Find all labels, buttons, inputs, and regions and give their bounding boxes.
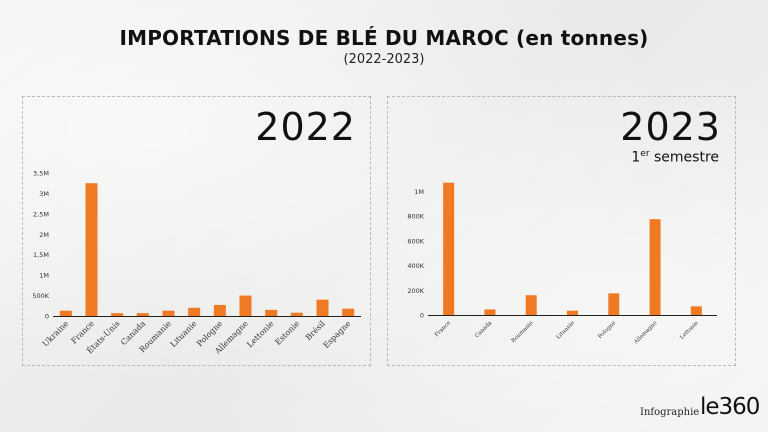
bar-canada <box>136 313 149 316</box>
x-tick-label: Estonie <box>273 319 301 347</box>
y-tick-label: 2,5M <box>33 210 49 218</box>
semester-number: 1 <box>631 149 641 166</box>
x-tick-label: Espagne <box>322 319 353 350</box>
semester-word: semestre <box>649 149 719 166</box>
x-tick-label: Lituanie <box>555 320 576 341</box>
bar-pologne <box>213 304 226 316</box>
bar-estonie <box>290 312 303 316</box>
panel-2023: 2023 1er semestre 0 200K 400K 600K 800K 1M Fra… <box>387 96 736 366</box>
bar-france <box>85 183 98 316</box>
y-tick-label: 2M <box>39 231 49 239</box>
y-tick-label: 1M <box>414 188 424 196</box>
y-tick-label: 600K <box>407 237 424 245</box>
x-tick-label: Allemagne <box>633 320 659 346</box>
bar-lituanie <box>188 307 201 316</box>
x-tick-label: Lituanie <box>169 319 199 349</box>
bar-ukraine <box>59 310 72 316</box>
bar-pologne <box>608 293 620 315</box>
y-tick-label: 1,5M <box>33 251 49 259</box>
bar-allemagne <box>649 219 661 315</box>
y-tick-label: 800K <box>407 213 424 221</box>
panel-year-2022: 2022 <box>255 105 356 149</box>
x-tick-label: France <box>434 320 452 338</box>
x-tick-label: Lettonie <box>245 319 275 349</box>
semester-suffix: er <box>640 149 650 159</box>
y-tick-label: 0 <box>420 312 424 320</box>
x-tick-label: Ukraine <box>41 319 71 349</box>
panel-2022: 2022 0 500K 1M 1,5M 2M 2,5M 3M 3,5M Ukraine Franc… <box>22 96 371 366</box>
bar-bresil <box>316 299 329 316</box>
chart-subtitle: (2022-2023) <box>343 52 425 67</box>
x-tick-label: Canada <box>474 320 494 340</box>
footer-label: Infographie <box>640 407 700 418</box>
y-tick-label: 3,5M <box>33 170 49 178</box>
bar-chart-2023: 0 200K 400K 600K 800K 1M France Canada Roumanie L… <box>407 182 717 346</box>
bar-lettonie <box>265 309 278 316</box>
bar-roumanie <box>162 310 175 316</box>
brand-logo: le360 <box>700 394 760 420</box>
y-tick-label: 0 <box>45 313 49 321</box>
bar-france <box>443 182 455 315</box>
panel-year-2023: 2023 <box>620 105 721 149</box>
panel-period-2023: 1er semestre <box>631 149 719 166</box>
y-tick-label: 3M <box>39 190 49 198</box>
bar-allemagne <box>239 295 252 316</box>
bar-canada <box>484 309 496 315</box>
x-tick-label: Lettonie <box>679 320 700 341</box>
y-tick-label: 400K <box>407 262 424 270</box>
y-tick-label: 200K <box>407 287 424 295</box>
bar-roumanie <box>525 295 537 315</box>
x-tick-label: Roumanie <box>511 320 535 344</box>
y-tick-label: 500K <box>32 292 49 300</box>
bar-lettonie <box>690 306 702 315</box>
chart-title: IMPORTATIONS DE BLÉ DU MAROC (en tonnes) <box>119 26 649 50</box>
bar-espagne <box>342 308 355 316</box>
x-tick-label: Brésil <box>304 319 327 342</box>
x-tick-label: Pologne <box>597 320 617 340</box>
y-tick-label: 1M <box>39 272 49 280</box>
bar-etats-unis <box>111 313 124 316</box>
bar-lituanie <box>567 310 578 315</box>
